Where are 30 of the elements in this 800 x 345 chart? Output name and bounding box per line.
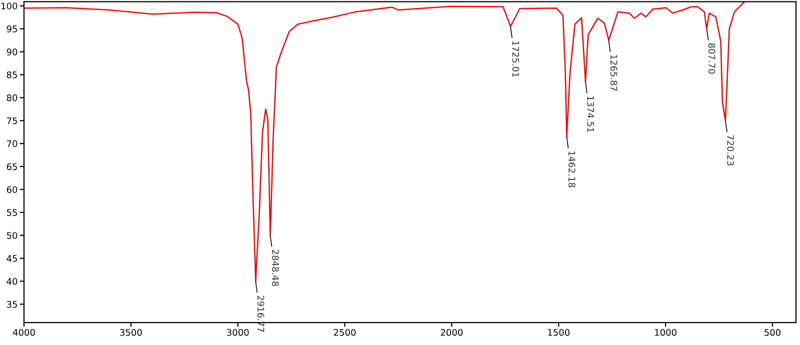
- x-tick-label: 1000: [655, 328, 676, 336]
- x-tick-label: 2500: [334, 328, 356, 336]
- annotation: 720.23: [727, 135, 734, 166]
- y-tick-label: 65: [6, 163, 17, 170]
- x-tick-label: 1500: [548, 328, 570, 336]
- y-tick-label: 70: [7, 140, 18, 148]
- y-tick-label: 35: [6, 300, 17, 308]
- annotation: 1374.51: [587, 96, 594, 132]
- annotation: 1462.18: [568, 152, 576, 188]
- y-tick-label: 100: [2, 2, 18, 10]
- x-tick-label: 500: [764, 328, 780, 336]
- y-tick-label: 55: [6, 209, 17, 216]
- x-tick-label: 3000: [227, 328, 249, 336]
- y-tick-label: 80: [6, 94, 18, 102]
- x-tick-label: 3500: [120, 328, 142, 336]
- annotation: 2916.77: [257, 296, 264, 332]
- annotation: 1265.87: [610, 55, 618, 91]
- y-tick-label: 45: [6, 255, 17, 262]
- annotation: 2848.48: [272, 250, 279, 286]
- y-tick-label: 90: [6, 48, 18, 56]
- y-tick-label: 85: [6, 71, 17, 78]
- y-tick-label: 50: [6, 232, 18, 239]
- x-tick-label: 2000: [440, 328, 463, 336]
- y-tick-label: 95: [6, 26, 17, 32]
- y-tick-label: 40: [6, 278, 18, 285]
- x-tick-label: 4000: [12, 328, 35, 336]
- annotation: 807.70: [708, 43, 716, 74]
- annotation: 1725.01: [512, 41, 520, 77]
- y-tick-label: 75: [7, 117, 17, 124]
- y-tick-label: 60: [6, 186, 18, 194]
